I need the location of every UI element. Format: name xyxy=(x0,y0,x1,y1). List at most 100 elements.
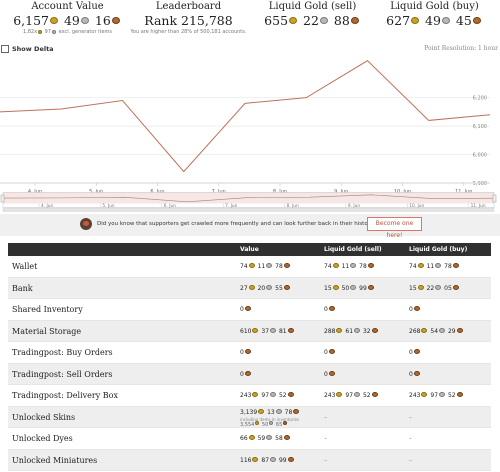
navigator-series xyxy=(2,194,495,203)
amount: 27 xyxy=(240,284,248,292)
gold-coin-icon xyxy=(336,327,343,333)
gold-coin-icon xyxy=(248,435,255,440)
gold-coin-icon xyxy=(258,408,265,414)
table-row: Unlocked Dyes 66 59 58 – – xyxy=(8,428,491,450)
silver-coin-icon xyxy=(80,17,89,24)
amount: 78 xyxy=(275,263,283,270)
silver-amount: 49 xyxy=(425,13,441,28)
silver-coin-icon xyxy=(439,392,446,397)
promo-text: Did you know that supporters get crawled… xyxy=(97,221,377,227)
gold-coin-icon xyxy=(252,456,259,462)
liquid-buy-stat: Liquid Gold (buy) 627 49 45 xyxy=(372,1,497,29)
amount: 288 xyxy=(324,327,336,335)
amount: 11 xyxy=(257,263,266,270)
silver-coin-icon xyxy=(350,263,357,268)
cell-subvalue: 3,554 50 65 xyxy=(240,421,300,428)
silver-coin-icon xyxy=(270,456,277,462)
cell-sell: 15 50 99 xyxy=(324,278,375,299)
silver-coin-icon xyxy=(354,392,361,397)
copper-coin-icon xyxy=(283,421,288,425)
amount: 268 xyxy=(409,327,421,335)
chart-navigator[interactable]: 4. Jun 5. Jun 6. Jun 7. Jun 8. Jun 9. Jun 10. … xyxy=(0,192,500,212)
chart-controls: Show Delta Point Resolution: 1 hour xyxy=(0,44,500,56)
copper-coin-icon xyxy=(452,263,459,268)
silver-coin-icon xyxy=(435,263,442,268)
cell-sell: – xyxy=(324,428,327,449)
gold-coin-icon xyxy=(411,17,420,24)
navigator-selection[interactable] xyxy=(3,192,494,204)
silver-coin-icon xyxy=(266,263,273,268)
empty-value: – xyxy=(324,413,327,421)
amount: 66 xyxy=(240,435,248,442)
x-tick-label: 8. Jun xyxy=(273,189,287,195)
x-tick-label: 6. Jun xyxy=(150,189,164,195)
amount: 50 xyxy=(261,421,269,428)
note-text: excl. generator items xyxy=(58,29,112,35)
y-tick-label: 5,900 xyxy=(473,181,487,187)
liquid-sell-stat: Liquid Gold (sell) 655 22 88 xyxy=(250,1,375,29)
amount: 59 xyxy=(257,435,266,442)
cell-sell: – xyxy=(324,450,327,471)
navigator-left-handle[interactable] xyxy=(0,194,5,203)
gold-coin-icon xyxy=(255,421,260,425)
row-label: Unlocked Dyes xyxy=(12,434,73,443)
cell-value: 0 xyxy=(240,342,252,363)
table-row: Unlocked Skins 3,139 13 78 including item… xyxy=(8,406,491,428)
navigator-tick-label: 7. Jun xyxy=(225,203,237,209)
amount: 15 xyxy=(324,284,332,292)
liquid-sell-amount: 655 22 88 xyxy=(250,13,375,29)
amount: 97 xyxy=(261,392,270,399)
row-label: Unlocked Skins xyxy=(12,412,76,422)
cell-sell: 0 xyxy=(324,342,336,363)
amount: 11 xyxy=(341,263,350,270)
copper-coin-icon xyxy=(456,392,463,397)
copper-coin-icon xyxy=(456,327,463,333)
copper-coin-icon xyxy=(287,392,294,397)
x-tick-label: 10. Jun xyxy=(394,189,411,195)
copper-coin-icon xyxy=(328,370,335,376)
copper-coin-icon xyxy=(472,17,481,24)
show-delta-label[interactable]: Show Delta xyxy=(12,45,54,53)
amount: 29 xyxy=(447,327,456,335)
account-value-chart[interactable]: 6,200 6,100 6,000 5,900 4. Jun 5. Jun 6. Jun 7.… xyxy=(0,55,500,195)
gold-coin-icon xyxy=(332,263,339,268)
copper-amount: 45 xyxy=(455,13,472,28)
gold-coin-icon xyxy=(421,327,428,333)
cell-buy: – xyxy=(409,407,412,428)
cell-value: 3,139 13 78 including items in inventori… xyxy=(240,408,300,428)
show-delta-checkbox[interactable] xyxy=(1,45,9,53)
amount: 3,139 xyxy=(240,408,258,416)
cell-sell: 243 97 52 xyxy=(324,385,379,406)
navigator-right-handle[interactable] xyxy=(492,194,497,203)
copper-coin-icon xyxy=(283,284,290,290)
silver-coin-icon xyxy=(275,408,282,414)
silver-coin-icon xyxy=(435,284,442,290)
table-row: Shared Inventory 0 0 0 xyxy=(8,299,491,321)
account-value-title: Account Value xyxy=(31,1,104,12)
y-tick-label: 6,100 xyxy=(473,124,487,130)
cell-value: 116 87 99 xyxy=(240,450,295,471)
amount: 116 xyxy=(240,456,252,464)
table-row: Tradingpost: Buy Orders 0 0 0 xyxy=(8,342,491,364)
cell-buy: – xyxy=(409,428,412,449)
cell-value: 0 xyxy=(240,299,252,320)
leaderboard-title: Leaderboard xyxy=(155,1,222,12)
silver-coin-icon xyxy=(439,327,446,333)
navigator-tick-label: 6. Jun xyxy=(164,203,176,209)
cell-buy: – xyxy=(409,450,412,471)
cell-value: 610 37 81 xyxy=(240,321,295,342)
navigator-scrollbar[interactable] xyxy=(2,207,495,212)
become-supporter-button[interactable]: Become one here! xyxy=(367,217,422,239)
cell-buy: 0 xyxy=(409,364,421,385)
x-tick-label: 4. Jun xyxy=(28,189,42,195)
table-row: Tradingpost: Sell Orders 0 0 0 xyxy=(8,363,491,385)
silver-coin-icon xyxy=(52,29,57,34)
amount: 11 xyxy=(426,263,435,270)
amount: 22 xyxy=(426,284,435,292)
liquid-sell-title: Liquid Gold (sell) xyxy=(268,1,357,12)
account-value-note: 1,82x 97 excl. generator items xyxy=(5,29,130,36)
amount: 15 xyxy=(409,284,417,292)
point-resolution-label[interactable]: Point Resolution: 1 hour xyxy=(424,45,498,52)
amount: 65 xyxy=(275,421,283,428)
copper-coin-icon xyxy=(244,349,251,354)
